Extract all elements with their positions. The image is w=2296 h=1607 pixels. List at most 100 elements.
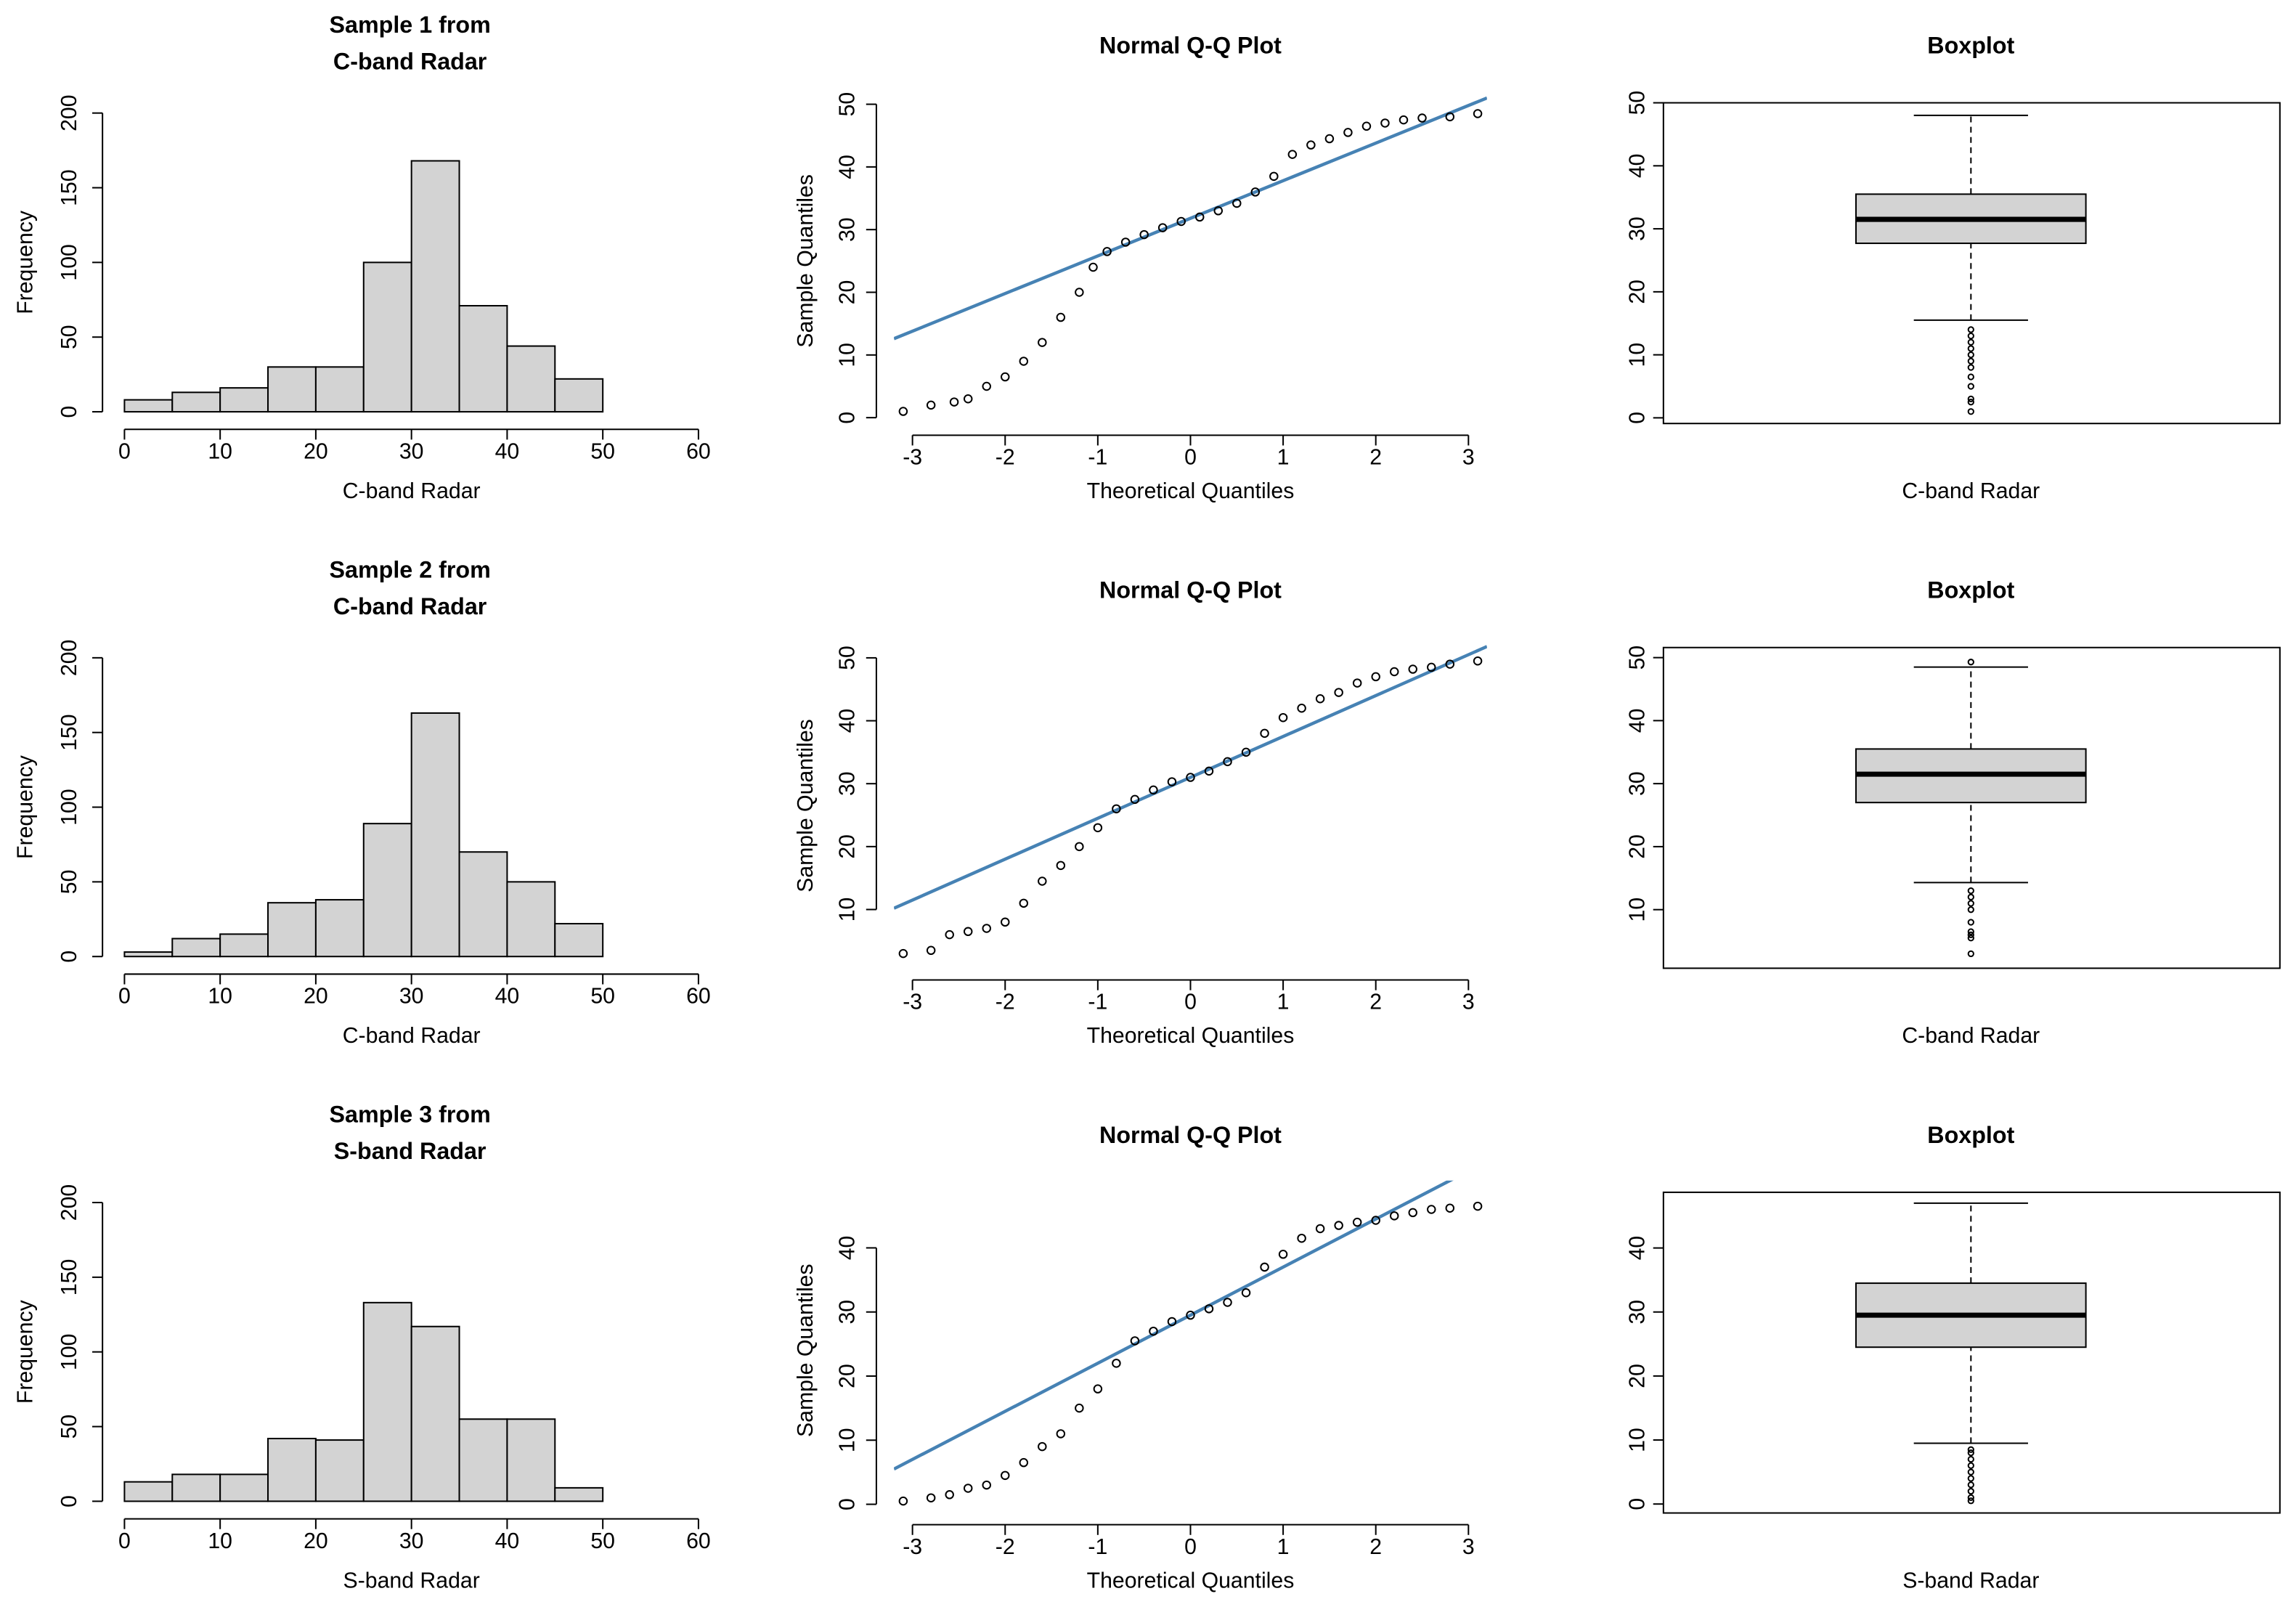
x-axis-label: S-band Radar bbox=[343, 1569, 480, 1592]
y-tick-label: 40 bbox=[836, 709, 860, 733]
y-tick-label: 40 bbox=[1626, 1236, 1650, 1261]
qq-point bbox=[1056, 861, 1066, 871]
y-tick-label: 100 bbox=[57, 1333, 81, 1370]
chart-title: Normal Q-Q Plot bbox=[1099, 1122, 1282, 1148]
y-axis-label: Frequency bbox=[13, 754, 37, 859]
qq-point bbox=[1287, 150, 1298, 159]
y-tick-label: 100 bbox=[57, 789, 81, 825]
qq-point bbox=[963, 927, 973, 937]
y-tick-label: 40 bbox=[1626, 154, 1650, 179]
y-tick-label: 50 bbox=[57, 870, 81, 895]
bar bbox=[314, 899, 365, 958]
outlier bbox=[1967, 893, 1974, 900]
outlier bbox=[1967, 950, 1974, 958]
bar bbox=[410, 1325, 460, 1502]
y-tick-label: 200 bbox=[57, 640, 81, 676]
outlier bbox=[1967, 900, 1974, 907]
qq-point bbox=[1399, 115, 1409, 125]
qq-point bbox=[1038, 876, 1047, 886]
qq-point bbox=[1223, 1298, 1232, 1307]
x-axis-label: C-band Radar bbox=[343, 479, 481, 503]
x-axis-label: C-band Radar bbox=[1902, 479, 2040, 503]
x-tick-label: 1 bbox=[1277, 446, 1290, 470]
x-tick-label: 10 bbox=[208, 440, 232, 464]
bar bbox=[267, 366, 317, 413]
x-axis-label: Theoretical Quantiles bbox=[1087, 1569, 1295, 1592]
x-tick-label: 0 bbox=[1184, 990, 1197, 1014]
outlier bbox=[1967, 1462, 1974, 1469]
qq-point bbox=[945, 929, 954, 940]
qq-point bbox=[1315, 1224, 1325, 1234]
x-tick-label: 50 bbox=[590, 1529, 615, 1553]
x-axis-label: S-band Radar bbox=[1902, 1569, 2039, 1592]
bar bbox=[171, 1473, 221, 1502]
plot-frame bbox=[1662, 102, 2281, 425]
outlier bbox=[1967, 1446, 1974, 1453]
qq-point bbox=[1186, 773, 1195, 782]
y-axis-label: Sample Quantiles bbox=[794, 719, 818, 892]
chart-title: C-band Radar bbox=[333, 593, 487, 619]
qq-point bbox=[963, 1484, 973, 1493]
qq-point bbox=[1112, 1359, 1121, 1368]
x-axis-label: C-band Radar bbox=[343, 1024, 481, 1048]
y-tick-label: 40 bbox=[836, 155, 860, 179]
x-tick-label: 50 bbox=[590, 985, 615, 1009]
qq-point bbox=[1473, 656, 1483, 666]
qq-point bbox=[898, 948, 908, 959]
y-tick-label: 200 bbox=[57, 1184, 81, 1221]
x-tick-label: 20 bbox=[304, 440, 328, 464]
outlier bbox=[1967, 1481, 1974, 1489]
qq-point bbox=[982, 1480, 991, 1490]
qq-point bbox=[1473, 109, 1483, 118]
qq-point bbox=[1445, 659, 1455, 669]
qq-point bbox=[1056, 312, 1066, 322]
qq-point bbox=[1204, 766, 1214, 776]
qq-point bbox=[949, 397, 959, 407]
outlier bbox=[1967, 357, 1974, 365]
outlier bbox=[1967, 935, 1974, 942]
plot-frame bbox=[1662, 646, 2281, 969]
chart-title: Normal Q-Q Plot bbox=[1099, 577, 1282, 603]
outlier bbox=[1967, 928, 1974, 935]
qq-point bbox=[1250, 187, 1261, 197]
bar bbox=[267, 1438, 317, 1502]
chart-title: Boxplot bbox=[1927, 577, 2014, 603]
qq-point bbox=[1278, 1250, 1288, 1259]
qq-point bbox=[1380, 118, 1390, 128]
x-tick-label: 60 bbox=[686, 1529, 711, 1553]
x-tick-label: 2 bbox=[1369, 990, 1382, 1014]
outlier bbox=[1967, 906, 1974, 914]
bar bbox=[506, 881, 556, 958]
qq-point bbox=[1315, 693, 1325, 704]
bar bbox=[506, 1418, 556, 1502]
bar bbox=[171, 937, 221, 958]
x-tick-label: 10 bbox=[208, 1529, 232, 1553]
qq-point bbox=[1278, 712, 1288, 723]
qq-point bbox=[898, 407, 908, 416]
outlier bbox=[1967, 373, 1974, 381]
bar bbox=[219, 387, 269, 413]
qq-point bbox=[926, 945, 936, 956]
qq-point bbox=[926, 1493, 936, 1502]
y-tick-label: 50 bbox=[1626, 91, 1650, 115]
outlier bbox=[1967, 659, 1974, 666]
qq-point bbox=[1075, 1403, 1084, 1413]
qq-point bbox=[1093, 823, 1103, 833]
outlier bbox=[1967, 1449, 1974, 1457]
x-tick-label: 3 bbox=[1462, 1535, 1475, 1559]
qq-point bbox=[1186, 1310, 1195, 1320]
x-tick-label: 0 bbox=[118, 440, 131, 464]
x-tick-label: 30 bbox=[399, 985, 424, 1009]
qq-point bbox=[1297, 1233, 1306, 1243]
qq-point bbox=[1306, 140, 1316, 150]
y-tick-label: 10 bbox=[1626, 898, 1650, 922]
outlier bbox=[1967, 326, 1974, 333]
qq-point bbox=[1473, 1201, 1483, 1211]
x-tick-label: 10 bbox=[208, 985, 232, 1009]
qq-point bbox=[1038, 1441, 1047, 1452]
y-tick-label: 50 bbox=[1626, 646, 1650, 670]
y-tick-label: 30 bbox=[1626, 1300, 1650, 1325]
qq-point bbox=[1176, 216, 1186, 227]
outlier bbox=[1967, 338, 1974, 346]
x-tick-label: 3 bbox=[1462, 446, 1475, 470]
